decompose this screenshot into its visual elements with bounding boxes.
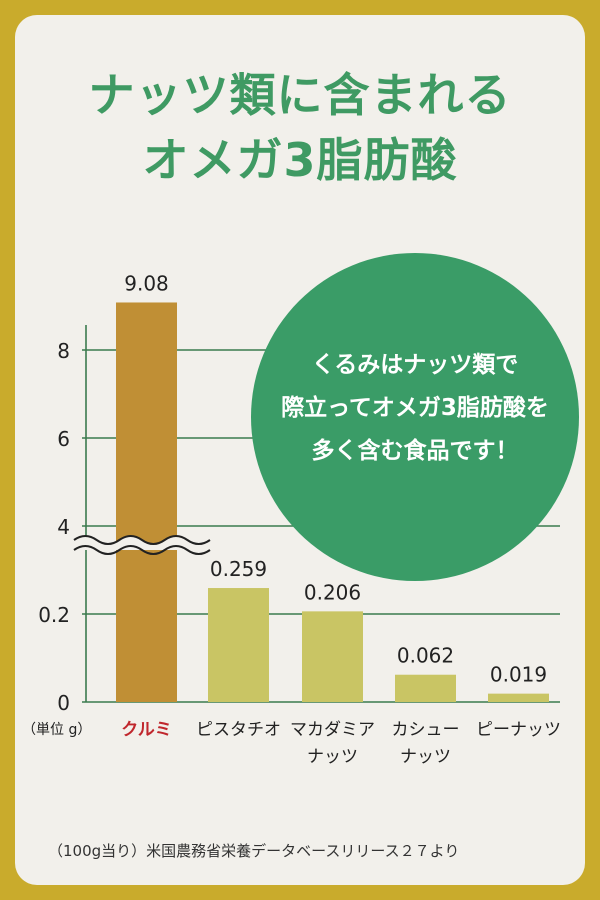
value-label: 0.259: [210, 557, 267, 581]
category-label: マカダミア: [290, 720, 375, 740]
value-label: 9.08: [124, 271, 169, 295]
category-label: ナッツ: [400, 747, 451, 767]
category-label: クルミ: [121, 720, 172, 740]
category-label: ナッツ: [307, 747, 358, 767]
value-label: 0.019: [490, 663, 547, 687]
value-label: 0.206: [304, 580, 361, 604]
y-tick-label: 0: [57, 691, 70, 715]
callout-line-3: 多く含む食品です！: [311, 437, 519, 464]
bar: [395, 674, 456, 702]
category-label: カシュー: [392, 720, 460, 740]
source-footnote: （100g当り）米国農務省栄養データベースリリース２７より: [48, 842, 460, 860]
callout-bubble: くるみはナッツ類で 際立ってオメガ3脂肪酸を 多く含む食品です！: [251, 253, 579, 581]
axis-break-line: [73, 545, 211, 555]
callout-line-2: 際立ってオメガ3脂肪酸を: [281, 394, 549, 421]
value-label: 0.062: [397, 644, 454, 668]
title-line-1: ナッツ類に含まれる: [88, 68, 512, 122]
category-label: ピーナッツ: [476, 720, 561, 740]
y-tick-label: 8: [57, 339, 70, 363]
y-tick-label: 0.2: [38, 603, 70, 627]
bar: [302, 611, 363, 702]
y-tick-label: 6: [57, 427, 70, 451]
category-label: ピスタチオ: [196, 720, 281, 740]
bar: [116, 302, 177, 702]
callout-line-1: くるみはナッツ類で: [311, 351, 519, 378]
bar: [488, 693, 549, 702]
title-line-2: オメガ3脂肪酸: [142, 133, 458, 187]
axis-break-line: [73, 535, 211, 545]
bar: [208, 588, 269, 702]
unit-label: （単位 g）: [22, 722, 91, 738]
y-tick-label: 4: [57, 515, 70, 539]
